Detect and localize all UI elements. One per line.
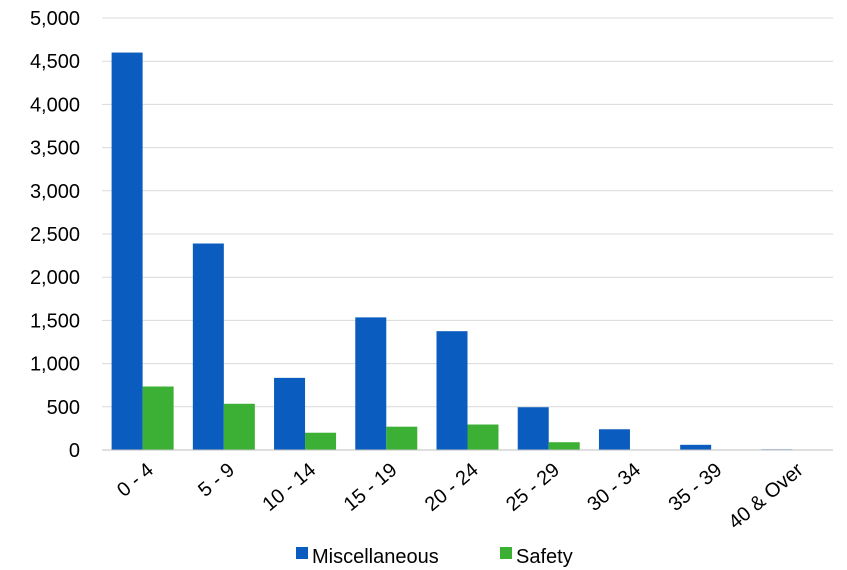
y-tick-label: 2,500 [30,224,80,246]
y-axis-tick-labels: 0 500 1,000 1,500 2,000 2,500 3,000 3,500 4,000 4… [30,8,80,462]
x-tick-label: 40 & Over [724,459,807,534]
bar-miscellaneous-6 [598,429,630,450]
y-tick-label: 3,500 [30,138,80,160]
y-tick-label: 3,000 [30,181,80,203]
bar-safety-0 [142,386,174,450]
legend-swatch-miscellaneous [296,547,308,559]
x-tick-label: 15 - 19 [340,459,402,516]
bar-miscellaneous-0 [111,52,143,451]
bar-safety-4 [467,424,499,450]
x-tick-label: 5 - 9 [194,459,239,502]
y-tick-label: 0 [69,440,80,462]
legend-label-miscellaneous: Miscellaneous [312,546,439,568]
bar-miscellaneous-7 [680,444,712,450]
y-tick-label: 2,000 [30,267,80,289]
bar-safety-3 [386,426,418,450]
legend-label-safety: Safety [516,546,573,568]
bar-safety-1 [223,403,255,450]
y-tick-label: 500 [47,397,80,419]
legend: Miscellaneous Safety [296,546,573,568]
bar-safety-2 [305,432,337,450]
bar-miscellaneous-5 [517,407,549,450]
bar-miscellaneous-1 [192,243,224,450]
x-tick-label: 30 - 34 [583,459,645,516]
legend-swatch-safety [500,547,512,559]
bar-miscellaneous-4 [436,331,468,450]
bar-safety-5 [548,442,580,450]
x-tick-label: 35 - 39 [665,459,727,516]
bar-miscellaneous-3 [355,317,387,450]
bar-miscellaneous-2 [274,377,306,450]
x-tick-label: 0 - 4 [113,459,158,502]
bars [111,52,793,451]
y-tick-label: 4,500 [30,51,80,73]
y-tick-label: 4,000 [30,94,80,116]
x-axis-tick-labels: 0 - 4 5 - 9 10 - 14 15 - 19 20 - 24 25 - 29 30… [113,459,808,534]
x-tick-label: 25 - 29 [502,459,564,516]
x-tick-label: 20 - 24 [421,459,483,516]
x-tick-label: 10 - 14 [258,459,320,516]
y-tick-label: 1,000 [30,354,80,376]
y-tick-label: 1,500 [30,310,80,332]
y-tick-label: 5,000 [30,8,80,30]
